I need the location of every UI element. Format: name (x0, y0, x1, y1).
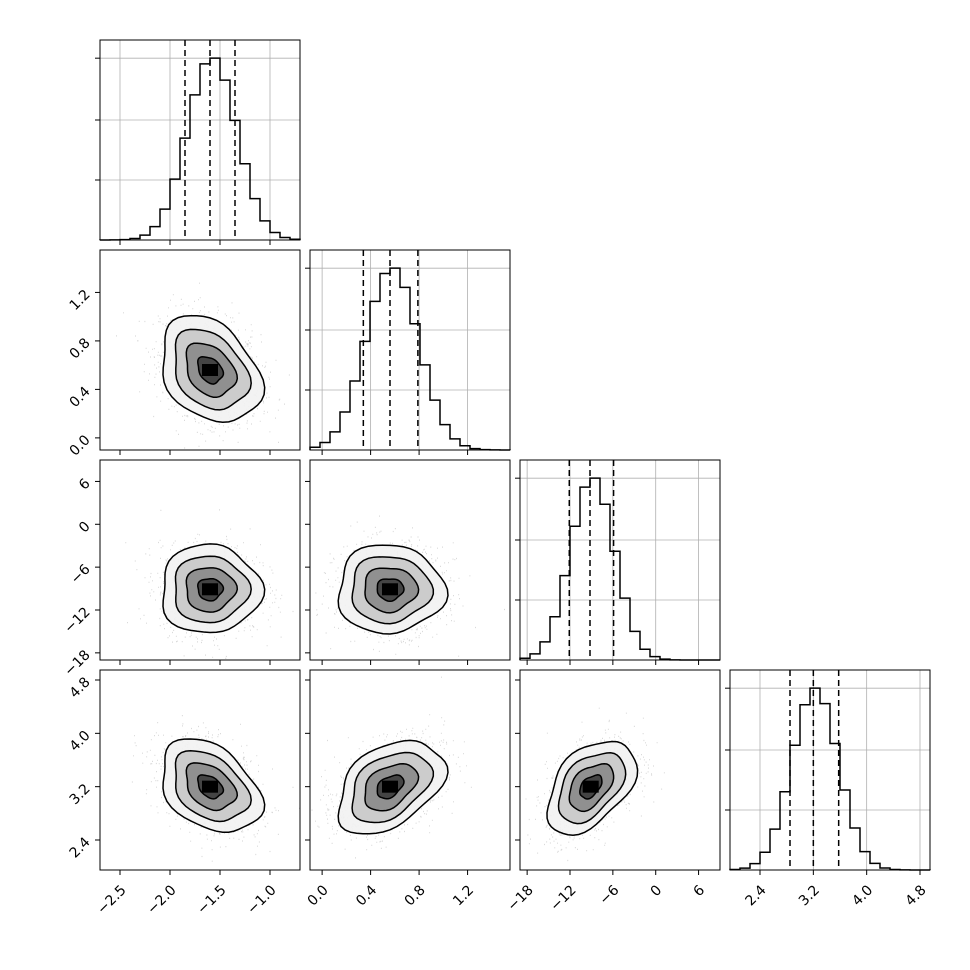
panel-1-2-content (315, 515, 505, 657)
contour-1-2-1 (351, 556, 435, 625)
ylabel-2-tick-4: 6 (76, 476, 94, 494)
contour-1-3-0 (337, 739, 449, 835)
scatter-panel-0-3: 2.43.24.04.8−2.5 −2.0 −1.5 −1.0 (67, 669, 301, 918)
scatter-panel-0-1: 0.0 0.4 0.8 1.2 (67, 249, 301, 459)
histogram-1 (309, 267, 511, 451)
xlabel-3-tick-1: 3.2 (796, 882, 823, 909)
xlabel-0-tick-2: −1.5 (194, 882, 229, 917)
ylabel-2-tick-1: −12 (61, 604, 93, 636)
contour-0-3-0 (162, 738, 266, 834)
xlabel-0-tick-1: −2.0 (144, 882, 179, 917)
panel-0-1-frame (99, 249, 301, 451)
contour-2-3-2 (568, 762, 615, 813)
panel-2-3-frame (519, 669, 721, 871)
panel-0-2-content (125, 509, 294, 659)
contour-0-3-2 (185, 762, 239, 812)
histogram-panel-2 (515, 459, 721, 665)
hist-3-frame (729, 669, 931, 871)
contour-0-2-1 (174, 555, 252, 624)
contour-2-3-1 (557, 752, 627, 825)
ylabel-3-tick-2: 4.0 (67, 728, 94, 755)
panel-0-3-frame (99, 669, 301, 871)
hist-0-frame (99, 39, 301, 241)
panel-2-3-content (525, 707, 665, 862)
histogram-2 (519, 477, 720, 661)
xlabel-0-tick-0: −2.5 (94, 882, 129, 917)
contour-0-2-2 (185, 567, 239, 613)
ylabel-1-tick-1: 0.4 (67, 384, 94, 411)
contour-0-2-3 (197, 577, 225, 602)
contour-1-2-0 (337, 544, 449, 635)
contour-0-1-1 (174, 328, 252, 411)
ylabel-3-tick-1: 3.2 (67, 781, 94, 808)
hist-1-frame (309, 249, 511, 451)
density-peak-0-1 (202, 364, 218, 376)
xlabel-1-tick-1: 0.4 (353, 882, 380, 909)
xlabel-2-tick-0: −18 (505, 882, 537, 914)
panel-1-2-frame (309, 459, 511, 661)
ylabel-2-tick-3: 0 (76, 519, 94, 537)
ylabel-1-tick-2: 0.8 (67, 335, 94, 362)
xlabel-3-tick-2: 4.0 (849, 882, 876, 909)
contour-1-3-2 (364, 762, 420, 812)
scatter-panel-1-3: 0.0 0.4 0.8 1.2 (305, 669, 511, 909)
panel-0-1-content (116, 282, 290, 449)
histogram-0 (99, 57, 301, 241)
scatter-panel-0-2: −18 −12 −6 0 6 (61, 459, 301, 679)
contour-0-3-3 (197, 774, 225, 800)
xlabel-2-tick-2: −6 (597, 882, 623, 908)
xlabel-2-tick-3: 0 (648, 882, 666, 900)
xlabel-2-tick-4: 6 (691, 882, 709, 900)
contour-1-2-2 (364, 567, 420, 614)
xlabel-1-tick-0: 0.0 (305, 882, 332, 909)
density-peak-2-3 (582, 780, 599, 793)
panel-1-3-content (310, 676, 472, 859)
contour-2-3-0 (546, 740, 639, 836)
contour-1-3-3 (376, 774, 405, 800)
hist-2-frame (519, 459, 721, 661)
contour-1-2-3 (376, 578, 405, 603)
xlabel-3-tick-3: 4.8 (903, 882, 930, 909)
ylabel-3-tick-0: 2.4 (67, 834, 94, 861)
contour-0-3-1 (174, 750, 252, 823)
histogram-panel-0 (95, 39, 301, 245)
scatter-panel-1-2 (305, 459, 511, 665)
contour-1-3-1 (351, 751, 435, 824)
density-peak-1-2 (382, 583, 398, 596)
histogram-panel-3: 2.4 3.2 4.0 4.8 (725, 669, 931, 909)
xlabel-1-tick-3: 1.2 (450, 882, 477, 909)
panel-0-2-frame (99, 459, 301, 661)
xlabel-2-tick-1: −12 (547, 882, 579, 914)
contour-0-1-0 (162, 314, 266, 424)
ylabel-2-tick-2: −6 (68, 561, 94, 587)
histogram-panel-1 (305, 249, 511, 455)
density-peak-0-2 (202, 583, 218, 596)
xlabel-0-tick-3: −1.0 (244, 882, 279, 917)
density-peak-0-3 (202, 780, 218, 793)
scatter-panel-2-3: −18 −12 −6 0 6 (505, 669, 721, 915)
panel-0-3-content (131, 715, 300, 862)
ylabel-1-tick-0: 0.0 (67, 432, 94, 459)
ylabel-2-tick-0: −18 (61, 647, 93, 679)
contour-0-1-2 (185, 342, 239, 399)
xlabel-3-tick-0: 2.4 (743, 882, 770, 909)
density-peak-1-3 (382, 780, 398, 793)
contour-2-3-3 (579, 774, 603, 800)
ylabel-1-tick-3: 1.2 (67, 287, 94, 314)
contour-0-1-3 (197, 356, 225, 385)
xlabel-1-tick-2: 0.8 (402, 882, 429, 909)
contour-0-2-0 (162, 543, 266, 634)
panel-1-3-frame (309, 669, 511, 871)
